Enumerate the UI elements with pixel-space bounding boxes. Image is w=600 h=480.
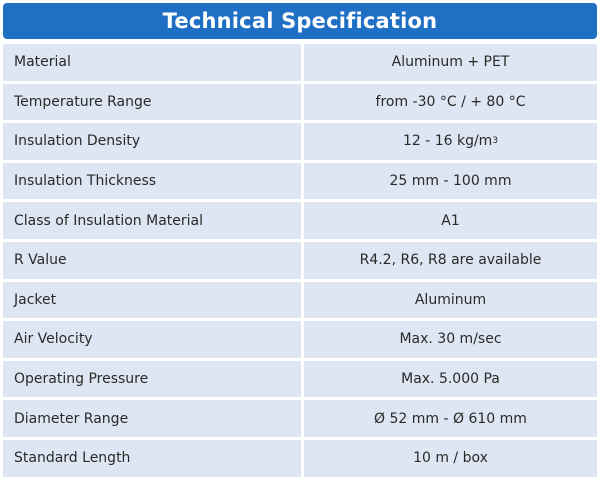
spec-row-r-value: R Value R4.2, R6, R8 are available — [3, 241, 597, 279]
spec-row-insulation-density: Insulation Density 12 - 16 kg/m 3 — [3, 123, 597, 160]
spec-label: Air Velocity — [3, 321, 301, 358]
spec-row-air-velocity: Air Velocity Max. 30 m/sec — [3, 321, 597, 358]
spec-row-operating-pressure: Operating Pressure Max. 5.000 Pa — [3, 360, 597, 398]
spec-row-jacket: Jacket Aluminum — [3, 281, 597, 319]
spec-row-temperature-range: Temperature Range from -30 °C / + 80 °C — [3, 83, 597, 121]
spec-value: 25 mm - 100 mm — [304, 162, 597, 200]
spec-value: 12 - 16 kg/m 3 — [304, 123, 597, 160]
spec-label: Insulation Thickness — [3, 162, 301, 200]
spec-value: from -30 °C / + 80 °C — [304, 83, 597, 121]
spec-row-material: Material Aluminum + PET — [3, 44, 597, 81]
table-title: Technical Specification — [162, 9, 438, 33]
spec-value: Max. 30 m/sec — [304, 321, 597, 358]
table-header: Technical Specification — [3, 3, 597, 39]
spec-value: A1 — [304, 202, 597, 239]
spec-label: Temperature Range — [3, 83, 301, 121]
spec-row-standard-length: Standard Length 10 m / box — [3, 439, 597, 477]
spec-label: Diameter Range — [3, 400, 301, 437]
spec-value: 10 m / box — [304, 439, 597, 477]
spec-label: Insulation Density — [3, 123, 301, 160]
spec-value: Aluminum — [304, 281, 597, 319]
spec-row-insulation-thickness: Insulation Thickness 25 mm - 100 mm — [3, 162, 597, 200]
spec-value-text: 12 - 16 kg/m — [402, 133, 493, 150]
spec-row-insulation-class: Class of Insulation Material A1 — [3, 202, 597, 239]
spec-row-diameter-range: Diameter Range Ø 52 mm - Ø 610 mm — [3, 400, 597, 437]
spec-label: R Value — [3, 241, 301, 279]
spec-label: Material — [3, 44, 301, 81]
spec-value: Max. 5.000 Pa — [304, 360, 597, 398]
spec-rows: Material Aluminum + PET Temperature Rang… — [3, 44, 597, 480]
spec-label: Jacket — [3, 281, 301, 319]
spec-label: Operating Pressure — [3, 360, 301, 398]
spec-value: R4.2, R6, R8 are available — [304, 241, 597, 279]
spec-value: Ø 52 mm - Ø 610 mm — [304, 400, 597, 437]
spec-value: Aluminum + PET — [304, 44, 597, 81]
spec-label: Class of Insulation Material — [3, 202, 301, 239]
spec-label: Standard Length — [3, 439, 301, 477]
